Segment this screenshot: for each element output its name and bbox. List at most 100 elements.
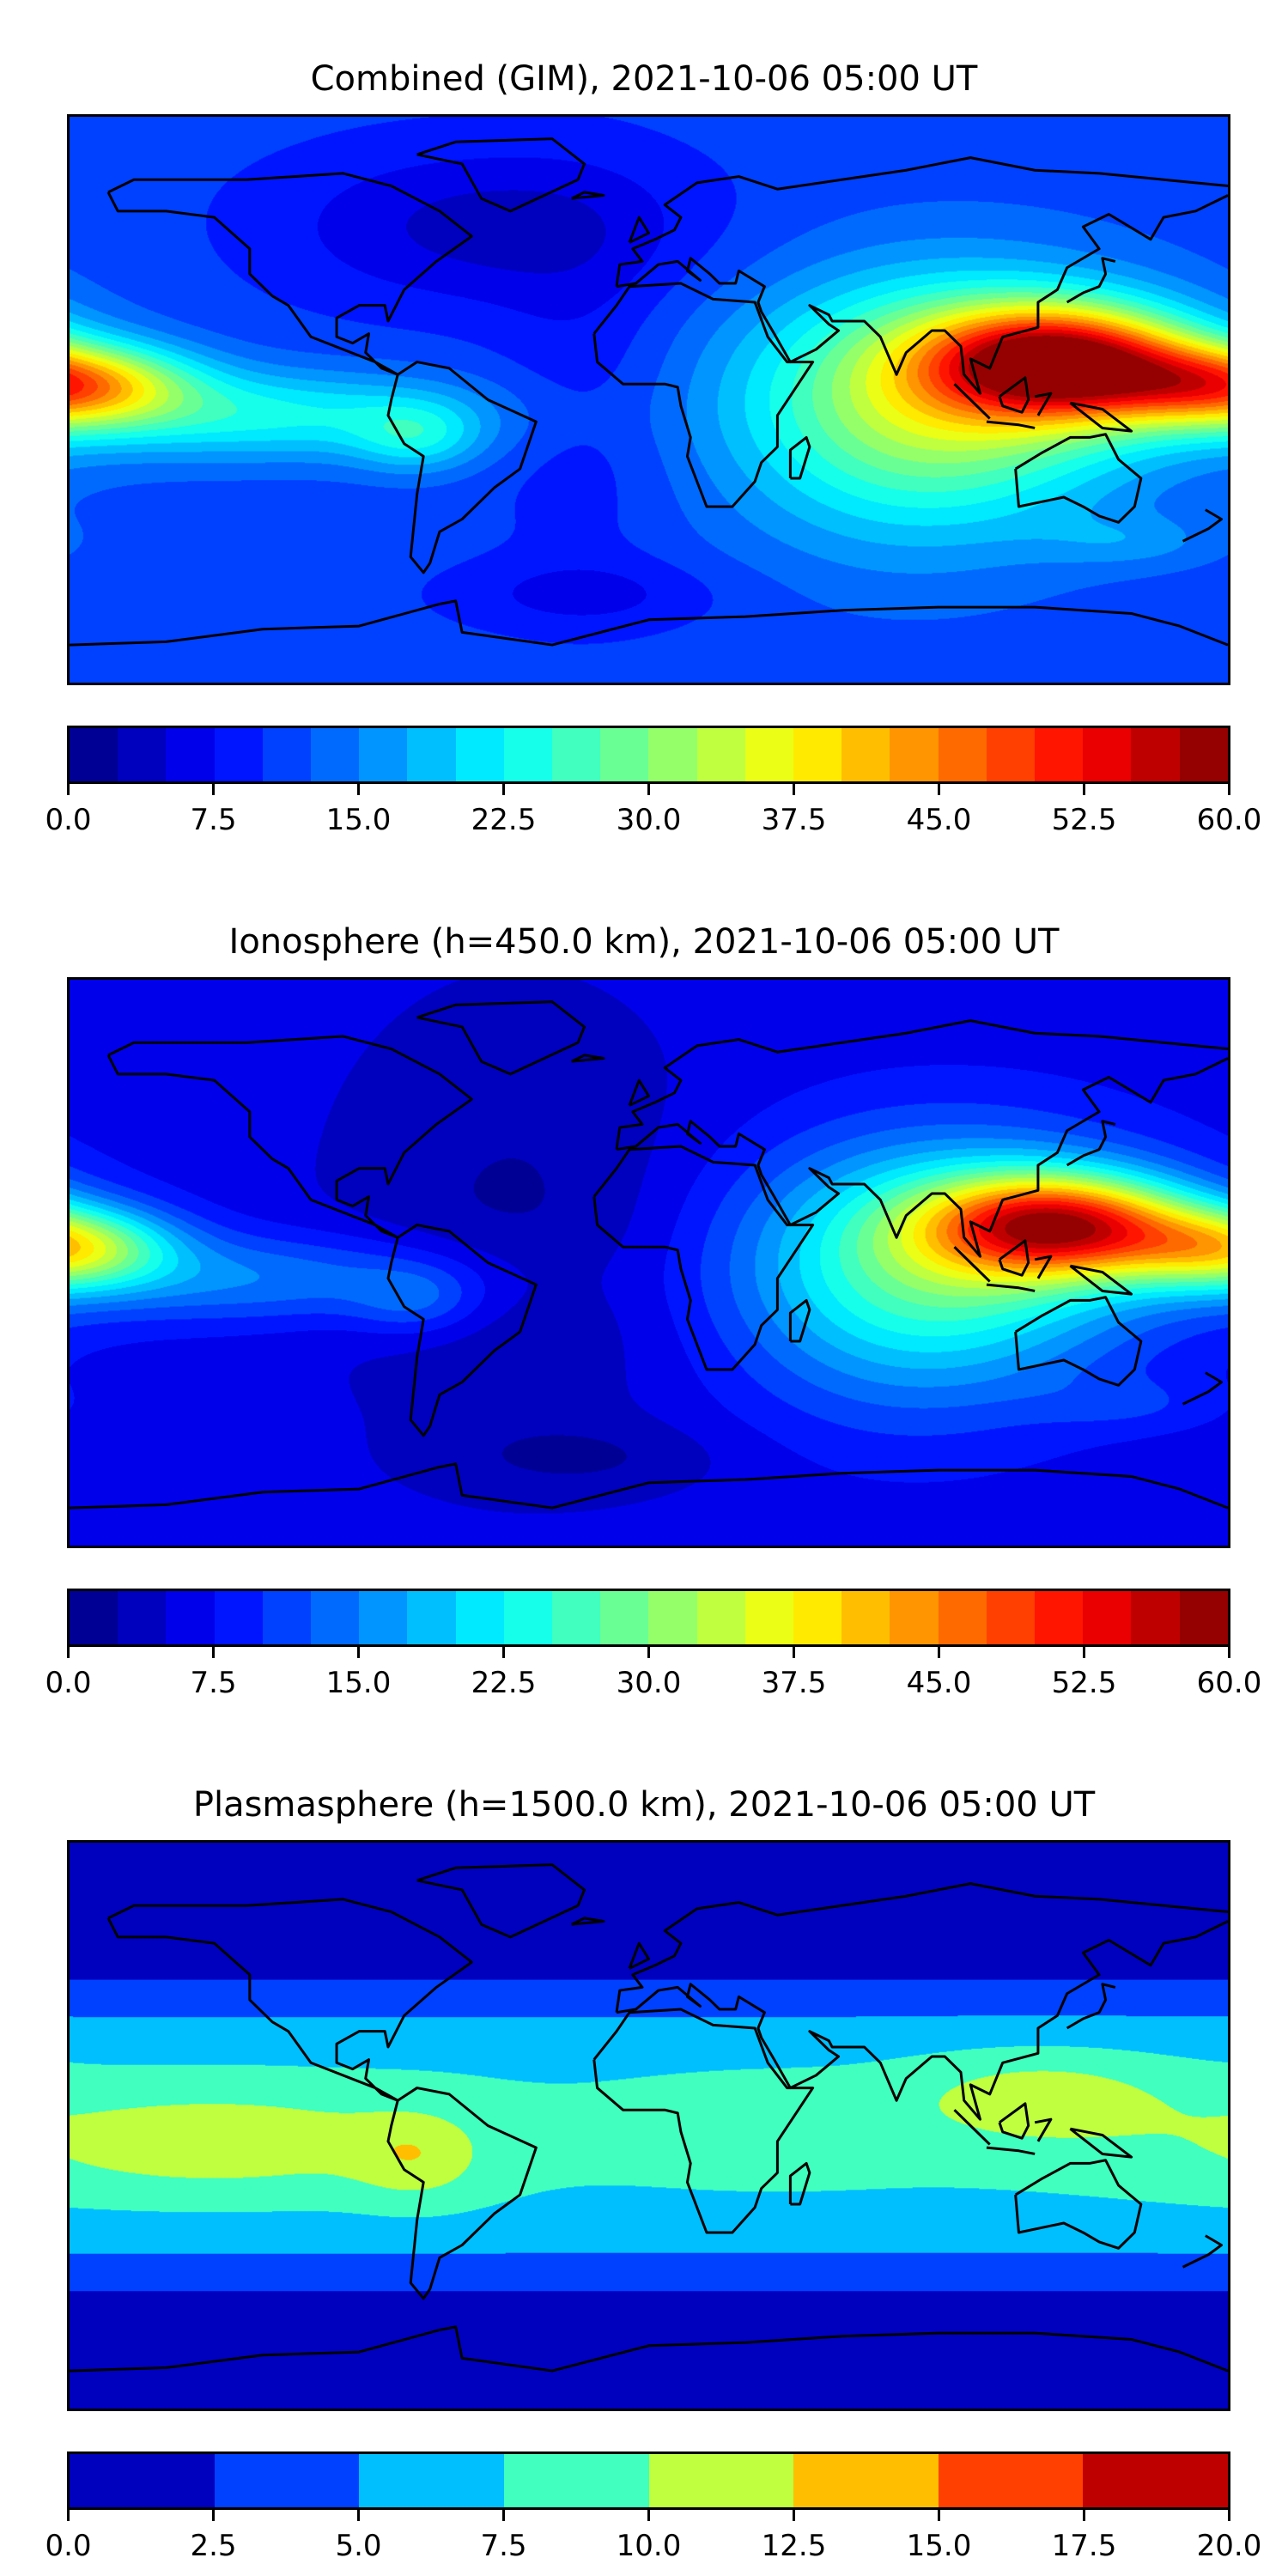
coastline <box>1070 2129 1131 2157</box>
colorbar-level <box>214 1591 263 1644</box>
colorbar-level <box>70 728 118 781</box>
colorbar-tick-label: 60.0 <box>1196 1666 1262 1700</box>
coastline <box>1070 1266 1131 1294</box>
coastline <box>1070 403 1131 431</box>
colorbar-tick-label: 7.5 <box>480 2529 527 2563</box>
coastline <box>1183 2236 1222 2268</box>
combined-map <box>67 114 1230 685</box>
colorbar-tick <box>647 1646 650 1658</box>
coastline <box>70 601 1228 645</box>
colorbar-tick-label: 7.5 <box>190 1666 237 1700</box>
coastline <box>954 2110 989 2144</box>
ionosphere-title: Ionosphere (h=450.0 km), 2021-10-06 05:0… <box>228 922 1060 962</box>
colorbar-level <box>1131 728 1180 781</box>
coastline <box>594 1146 813 1370</box>
ionosphere-colorbar <box>67 1589 1230 1647</box>
colorbar-level <box>262 728 312 781</box>
colorbar-tick <box>1083 2509 1085 2521</box>
colorbar-tick <box>212 1646 215 1658</box>
colorbar-tick-label: 2.5 <box>190 2529 237 2563</box>
colorbar-level <box>938 1591 987 1644</box>
colorbar-tick-label: 0.0 <box>45 2529 92 2563</box>
colorbar-tick <box>357 1646 360 1658</box>
coastline <box>108 1899 471 2100</box>
coastline <box>987 422 1035 428</box>
colorbar-level <box>744 728 794 781</box>
colorbar-tick-label: 10.0 <box>616 2529 682 2563</box>
colorbar-tick <box>502 783 505 795</box>
colorbar-tick <box>938 1646 940 1658</box>
colorbar-tick-label: 5.0 <box>335 2529 382 2563</box>
coastline <box>790 1300 809 1341</box>
ionosphere-map <box>67 977 1230 1548</box>
combined-colorbar <box>67 726 1230 784</box>
colorbar-level <box>841 728 890 781</box>
coastline <box>70 2327 1228 2371</box>
colorbar-tick <box>793 2509 795 2521</box>
colorbar-level <box>938 2454 1084 2507</box>
coastline <box>108 1036 471 1237</box>
coastline <box>388 2088 536 2299</box>
colorbar-level <box>841 1591 890 1644</box>
colorbar-level <box>696 1591 745 1644</box>
plasmasphere-contour-field <box>70 1843 1228 2409</box>
colorbar-level <box>938 728 987 781</box>
colorbar-tick <box>357 783 360 795</box>
colorbar-tick <box>793 1646 795 1658</box>
colorbar-level <box>890 1591 939 1644</box>
colorbar-level <box>166 1591 215 1644</box>
combined-title: Combined (GIM), 2021-10-06 05:00 UT <box>310 59 978 99</box>
colorbar-level <box>696 728 745 781</box>
colorbar-tick <box>647 783 650 795</box>
colorbar-tick-label: 52.5 <box>1051 1666 1117 1700</box>
coastline <box>388 1225 536 1436</box>
colorbar-tick <box>1083 783 1085 795</box>
colorbar-level <box>503 728 553 781</box>
colorbar-level <box>744 1591 794 1644</box>
colorbar-level <box>1179 728 1228 781</box>
colorbar-level <box>455 728 504 781</box>
colorbar-tick-label: 30.0 <box>616 1666 682 1700</box>
coastline <box>629 1080 648 1105</box>
coastline <box>1067 258 1115 302</box>
colorbar-tick-label: 15.0 <box>906 2529 972 2563</box>
coastline <box>954 384 989 418</box>
coastline <box>987 1285 1035 1291</box>
coastline <box>572 192 604 198</box>
colorbar-level <box>1131 1591 1180 1644</box>
plasmasphere-map <box>67 1840 1230 2411</box>
coastline <box>1183 1373 1222 1405</box>
colorbar-tick <box>1228 1646 1230 1658</box>
colorbar-tick-label: 15.0 <box>325 1666 392 1700</box>
colorbar-tick <box>1228 2509 1230 2521</box>
colorbar-level <box>1083 2454 1228 2507</box>
colorbar-tick <box>793 783 795 795</box>
coastline <box>617 196 1228 394</box>
coastline <box>1183 510 1222 542</box>
colorbar-tick <box>67 783 70 795</box>
coastline <box>999 1241 1029 1275</box>
coastline <box>417 139 585 211</box>
coastline <box>617 1059 1228 1257</box>
colorbar-level <box>118 728 167 781</box>
colorbar-tick-label: 22.5 <box>471 803 537 837</box>
plasmasphere-coastlines <box>70 1843 1228 2409</box>
colorbar-level <box>407 1591 456 1644</box>
ionosphere-coastlines <box>70 980 1228 1546</box>
colorbar-level <box>455 1591 504 1644</box>
colorbar-level <box>890 728 939 781</box>
colorbar-tick <box>938 783 940 795</box>
colorbar-tick-label: 60.0 <box>1196 803 1262 837</box>
coastline <box>617 1884 1228 2013</box>
colorbar-tick-label: 45.0 <box>906 1666 972 1700</box>
colorbar-level <box>311 1591 360 1644</box>
plasmasphere-colorbar <box>67 2451 1230 2510</box>
colorbar-level <box>1035 1591 1084 1644</box>
colorbar-level <box>214 2454 360 2507</box>
coastline <box>629 217 648 242</box>
coastline <box>629 1943 648 1968</box>
coastline <box>617 1922 1228 2120</box>
colorbar-level <box>648 1591 697 1644</box>
colorbar-tick <box>357 2509 360 2521</box>
coastline <box>999 2104 1029 2138</box>
